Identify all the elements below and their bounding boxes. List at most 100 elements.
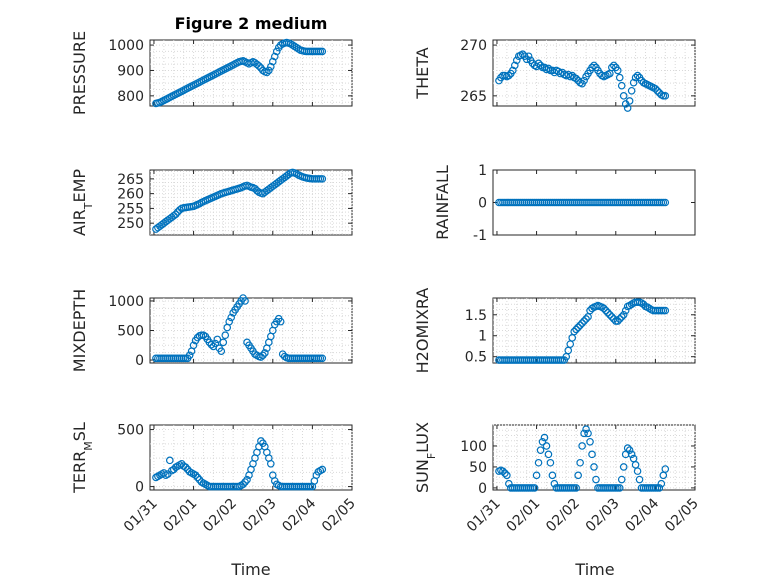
- data-point: [617, 81, 626, 90]
- data-point: [615, 73, 624, 82]
- data-point: [574, 323, 582, 332]
- data-point: [217, 347, 226, 355]
- data-point: [619, 463, 628, 471]
- data-point: [584, 429, 592, 438]
- data-point: [225, 317, 234, 326]
- data-point: [160, 469, 168, 477]
- y-tick-label: 0: [478, 196, 487, 212]
- data-point: [564, 70, 573, 79]
- data-point: [532, 471, 541, 480]
- data-point: [590, 463, 598, 471]
- data-point: [505, 71, 513, 80]
- y-tick-label: 255: [117, 201, 144, 217]
- y-tick-label: 1000: [108, 38, 144, 54]
- y-tick-label: 1: [478, 329, 487, 345]
- data-point: [530, 484, 539, 492]
- data-point: [610, 61, 618, 70]
- data-point: [191, 471, 200, 479]
- data-point: [588, 63, 596, 72]
- data-point: [578, 442, 586, 450]
- data-point: [538, 437, 547, 446]
- data-point: [606, 310, 614, 319]
- data-point: [602, 306, 610, 315]
- data-point: [318, 354, 327, 363]
- subplot-h2omixra: 0.5 1 1.5 H2OMIXRA: [413, 288, 696, 373]
- data-point: [633, 467, 642, 475]
- data-point: [613, 317, 622, 325]
- subplot-rainfall: -1 0 1 RAINFALL: [433, 163, 696, 244]
- data-point: [631, 73, 640, 82]
- data-point: [509, 66, 517, 75]
- data-point: [211, 339, 220, 348]
- data-point: [621, 306, 630, 315]
- y-axis-label: THETA: [413, 47, 432, 99]
- axes-box: [492, 169, 696, 236]
- data-point: [574, 471, 582, 480]
- data-point: [213, 335, 222, 344]
- data-point: [576, 321, 584, 330]
- y-tick-label: 0: [135, 353, 144, 369]
- data-point: [534, 458, 543, 467]
- data-point: [617, 475, 626, 484]
- data-point: [166, 456, 174, 465]
- y-tick-label: 0: [135, 480, 144, 496]
- data-point: [169, 211, 178, 220]
- data-point: [318, 47, 327, 56]
- data-point: [512, 56, 521, 65]
- data-point: [181, 463, 190, 471]
- data-point: [540, 433, 549, 442]
- data-point: [263, 68, 271, 77]
- data-point: [241, 478, 249, 486]
- data-point: [617, 313, 626, 321]
- data-point: [550, 479, 559, 488]
- data-point: [259, 351, 267, 360]
- data-point: [625, 446, 634, 454]
- data-point: [257, 437, 265, 445]
- data-point: [657, 479, 666, 488]
- data-point: [625, 97, 634, 105]
- data-point: [590, 61, 598, 70]
- data-point: [588, 450, 596, 459]
- data-point: [255, 62, 263, 70]
- data-point: [653, 86, 662, 95]
- data-point: [623, 104, 632, 112]
- data-point: [536, 446, 545, 454]
- data-point: [619, 310, 628, 319]
- y-tick-label: 265: [460, 89, 487, 105]
- data-point: [267, 459, 275, 468]
- data-point: [554, 67, 563, 76]
- data-point: [661, 198, 670, 207]
- x-axis-label-right: Time: [574, 560, 614, 579]
- data-point: [318, 465, 327, 474]
- data-point: [661, 306, 670, 315]
- data-point: [503, 471, 511, 480]
- y-axis-label: PRESSURE: [70, 31, 89, 115]
- data-point: [623, 444, 632, 452]
- data-point: [548, 471, 557, 480]
- data-point: [261, 349, 269, 357]
- axes-box: [149, 424, 353, 491]
- y-tick-label: 50: [469, 460, 487, 476]
- y-tick-label: 500: [117, 423, 144, 439]
- data-point: [227, 313, 235, 322]
- subplot-mixdepth: 0 500 1000 MIXDEPTH: [70, 289, 353, 372]
- y-tick-label: 100: [460, 439, 487, 455]
- data-point: [627, 450, 636, 459]
- data-point: [661, 92, 670, 100]
- data-point: [189, 341, 198, 350]
- data-point: [540, 63, 549, 72]
- data-point: [221, 331, 230, 340]
- data-point: [270, 52, 279, 61]
- data-point: [241, 297, 249, 305]
- data-point: [586, 437, 594, 446]
- y-tick-label: 500: [117, 324, 144, 340]
- data-point: [185, 351, 194, 360]
- data-point: [239, 480, 247, 489]
- data-point: [207, 340, 216, 349]
- data-point: [580, 317, 588, 325]
- data-point: [615, 484, 624, 492]
- data-point: [257, 353, 265, 361]
- y-tick-label: 265: [117, 172, 144, 188]
